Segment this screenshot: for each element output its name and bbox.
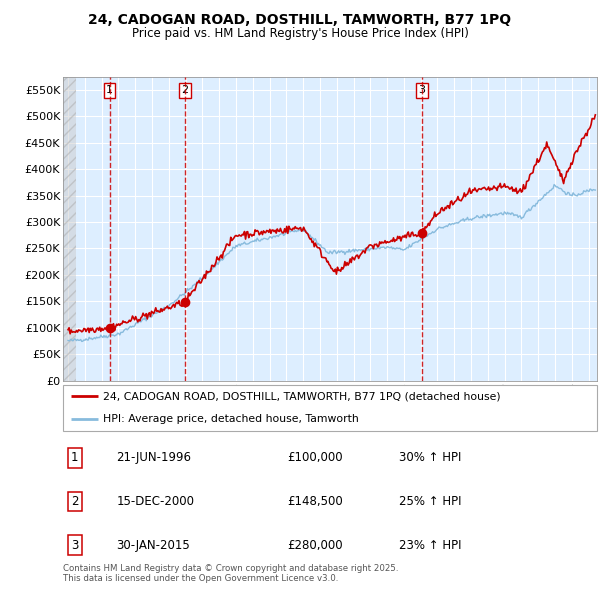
Text: 2: 2: [181, 86, 188, 96]
Text: 3: 3: [419, 86, 425, 96]
Text: £280,000: £280,000: [287, 539, 343, 552]
Text: 1: 1: [106, 86, 113, 96]
Bar: [63, 77, 76, 381]
Text: 25% ↑ HPI: 25% ↑ HPI: [400, 495, 462, 508]
Text: 30% ↑ HPI: 30% ↑ HPI: [400, 451, 462, 464]
Text: Price paid vs. HM Land Registry's House Price Index (HPI): Price paid vs. HM Land Registry's House …: [131, 27, 469, 40]
Text: 30-JAN-2015: 30-JAN-2015: [116, 539, 190, 552]
Text: 2: 2: [71, 495, 79, 508]
Text: 23% ↑ HPI: 23% ↑ HPI: [400, 539, 462, 552]
Text: 24, CADOGAN ROAD, DOSTHILL, TAMWORTH, B77 1PQ (detached house): 24, CADOGAN ROAD, DOSTHILL, TAMWORTH, B7…: [103, 391, 500, 401]
Text: 15-DEC-2000: 15-DEC-2000: [116, 495, 194, 508]
Text: £100,000: £100,000: [287, 451, 343, 464]
Text: 24, CADOGAN ROAD, DOSTHILL, TAMWORTH, B77 1PQ: 24, CADOGAN ROAD, DOSTHILL, TAMWORTH, B7…: [88, 13, 512, 27]
Text: 1: 1: [71, 451, 79, 464]
Text: 21-JUN-1996: 21-JUN-1996: [116, 451, 191, 464]
Text: £148,500: £148,500: [287, 495, 343, 508]
Text: Contains HM Land Registry data © Crown copyright and database right 2025.
This d: Contains HM Land Registry data © Crown c…: [63, 563, 398, 583]
Text: HPI: Average price, detached house, Tamworth: HPI: Average price, detached house, Tamw…: [103, 414, 359, 424]
Text: 3: 3: [71, 539, 79, 552]
